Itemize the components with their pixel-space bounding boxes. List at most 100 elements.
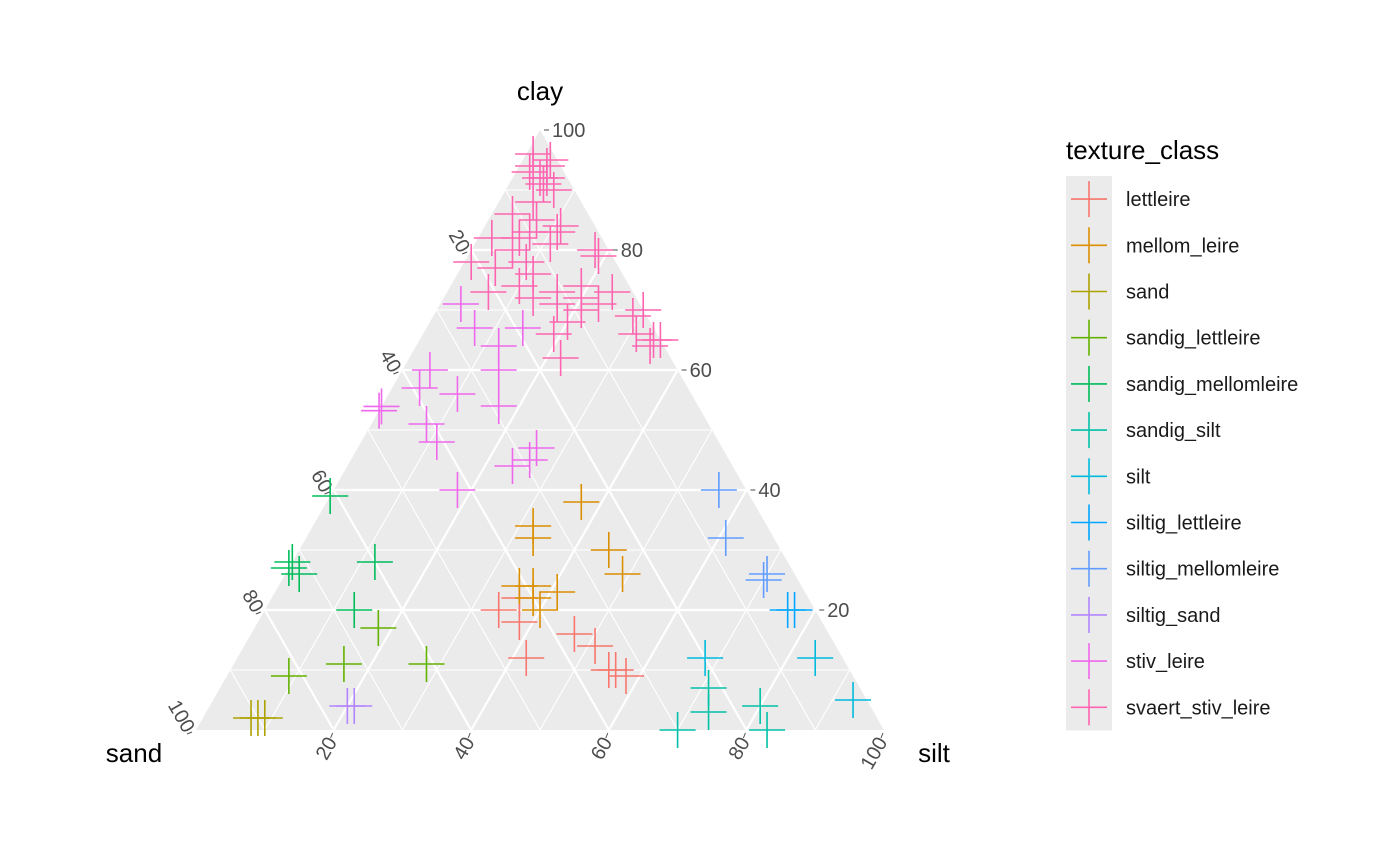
clay-axis-title: clay xyxy=(517,76,563,106)
grid-line xyxy=(264,189,575,731)
clay-tick-label: 100 xyxy=(552,120,585,142)
point-stiv_leire xyxy=(442,286,479,322)
point-svaert_stiv_leire xyxy=(580,286,617,322)
point-stiv_leire xyxy=(480,328,517,364)
point-svaert_stiv_leire xyxy=(532,226,569,262)
point-svaert_stiv_leire xyxy=(614,298,651,334)
point-svaert_stiv_leire xyxy=(539,274,576,310)
point-svaert_stiv_leire xyxy=(532,142,569,178)
point-siltig_mellomleire xyxy=(745,562,782,598)
point-mellom_leire xyxy=(515,520,552,556)
sand-axis-title: sand xyxy=(106,738,162,768)
silt-tick xyxy=(742,732,746,739)
point-sandig_lettleire xyxy=(325,646,362,682)
point-stiv_leire xyxy=(401,370,438,406)
point-stiv_leire xyxy=(439,376,476,412)
point-mellom_leire xyxy=(501,568,538,604)
legend-label: sand xyxy=(1126,282,1169,304)
point-siltig_sand xyxy=(336,688,373,724)
grid-line xyxy=(745,609,817,731)
legend-item-lettleire: lettleire xyxy=(1071,181,1190,218)
silt-tick-label: 20 xyxy=(312,734,342,764)
point-stiv_leire xyxy=(518,430,555,466)
point-stiv_leire xyxy=(494,448,531,484)
point-mellom_leire xyxy=(539,574,576,610)
silt-tick-label: 80 xyxy=(725,734,755,764)
point-svaert_stiv_leire xyxy=(477,250,514,286)
point-sandig_mellomleire xyxy=(312,478,349,514)
grid-line xyxy=(298,549,403,731)
point-svaert_stiv_leire xyxy=(453,244,490,280)
point-svaert_stiv_leire xyxy=(577,232,614,268)
grid-line xyxy=(263,609,335,731)
point-lettleire xyxy=(480,592,517,628)
legend-label: siltig_lettleire xyxy=(1126,513,1242,535)
sand-tick xyxy=(255,611,261,615)
legend-item-sandig_lettleire: sandig_lettleire xyxy=(1071,319,1261,356)
point-lettleire xyxy=(577,628,614,664)
sand-tick xyxy=(462,251,468,255)
grid-line xyxy=(814,669,851,731)
legend-label: sandig_silt xyxy=(1126,420,1221,442)
legend-item-mellom_leire: mellom_leire xyxy=(1071,227,1239,264)
point-siltig_mellomleire xyxy=(749,556,786,592)
silt-tick xyxy=(330,732,334,739)
sand-tick xyxy=(324,491,330,495)
point-svaert_stiv_leire xyxy=(470,274,507,310)
legend-label: sandig_lettleire xyxy=(1126,328,1261,350)
silt-tick-label: 100 xyxy=(857,734,893,774)
silt-tick xyxy=(467,732,471,739)
clay-tick-label: 20 xyxy=(827,600,849,622)
legend-item-silt: silt xyxy=(1071,458,1151,495)
point-svaert_stiv_leire xyxy=(580,238,617,274)
point-svaert_stiv_leire xyxy=(535,316,572,352)
point-sandig_lettleire xyxy=(270,658,307,694)
point-svaert_stiv_leire xyxy=(563,292,600,328)
point-stiv_leire xyxy=(418,424,455,460)
data-points xyxy=(233,136,872,748)
point-sandig_mellomleire xyxy=(281,556,318,592)
point-sandig_mellomleire xyxy=(336,592,373,628)
legend-item-siltig_sand: siltig_sand xyxy=(1071,596,1221,633)
silt-tick xyxy=(605,732,609,739)
point-silt xyxy=(797,640,834,676)
legend-item-stiv_leire: stiv_leire xyxy=(1071,643,1205,680)
legend-label: mellom_leire xyxy=(1126,235,1239,257)
silt-tick-label: 60 xyxy=(587,734,617,764)
legend-key-background xyxy=(1066,176,1112,731)
silt-tick-label: 40 xyxy=(449,734,479,764)
legend-label: siltig_sand xyxy=(1126,605,1221,627)
clay-tick-label: 60 xyxy=(690,360,712,382)
point-sandig_mellomleire xyxy=(356,544,393,580)
point-sandig_silt xyxy=(659,712,696,748)
sand-tick-label: 100 xyxy=(163,697,199,737)
point-stiv_leire xyxy=(456,310,493,346)
point-stiv_leire xyxy=(480,388,517,424)
point-silt xyxy=(687,640,724,676)
grid-line xyxy=(539,429,713,731)
point-lettleire xyxy=(608,658,644,694)
legend-label: svaert_stiv_leire xyxy=(1126,697,1271,719)
point-lettleire xyxy=(590,652,627,688)
point-mellom_leire xyxy=(522,592,558,628)
point-siltig_mellomleire xyxy=(707,520,744,556)
grid-line xyxy=(436,309,679,731)
point-mellom_leire xyxy=(590,532,627,568)
point-svaert_stiv_leire xyxy=(535,172,572,208)
legend-item-svaert_stiv_leire: svaert_stiv_leire xyxy=(1071,689,1271,726)
sand-tick xyxy=(393,371,399,375)
point-svaert_stiv_leire xyxy=(515,184,552,220)
point-svaert_stiv_leire xyxy=(542,208,579,244)
legend-item-sandig_mellomleire: sandig_mellomleire xyxy=(1071,365,1298,402)
grid-line xyxy=(401,309,644,731)
legend-item-siltig_lettleire: siltig_lettleire xyxy=(1071,504,1242,541)
point-silt xyxy=(835,682,872,718)
point-sandig_lettleire xyxy=(360,610,397,646)
legend-label: stiv_leire xyxy=(1126,651,1205,673)
point-sandig_silt xyxy=(749,712,786,748)
grid-line xyxy=(229,669,266,731)
point-stiv_leire xyxy=(411,352,448,388)
point-stiv_leire xyxy=(439,472,476,508)
